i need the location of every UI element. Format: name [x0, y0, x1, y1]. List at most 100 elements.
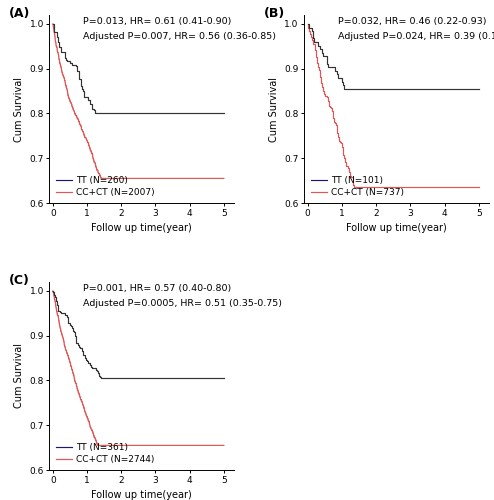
CC+CT (N=2744) — [50, 288, 56, 294]
TT (N=101) — [332, 64, 338, 70]
TT (N=101) — [341, 86, 347, 92]
CC+CT (N=2744) — [70, 370, 76, 376]
CC+CT (N=2007) — [58, 65, 64, 71]
TT (N=101) — [334, 68, 340, 74]
TT (N=101) — [309, 28, 315, 34]
CC+CT (N=737) — [476, 184, 482, 190]
Legend: TT (N=361), CC+CT (N=2744): TT (N=361), CC+CT (N=2744) — [54, 442, 157, 466]
TT (N=101) — [311, 36, 317, 42]
TT (N=101) — [334, 75, 340, 81]
TT (N=260) — [92, 110, 98, 116]
TT (N=361) — [77, 346, 82, 352]
TT (N=101) — [306, 24, 312, 30]
TT (N=101) — [332, 68, 338, 74]
CC+CT (N=737) — [335, 132, 341, 138]
CC+CT (N=737) — [340, 153, 346, 159]
TT (N=260) — [79, 86, 84, 92]
TT (N=101) — [306, 21, 312, 27]
CC+CT (N=2744) — [95, 442, 101, 448]
Line: CC+CT (N=2007): CC+CT (N=2007) — [53, 24, 224, 178]
CC+CT (N=2007) — [221, 176, 227, 182]
TT (N=361) — [93, 366, 99, 372]
TT (N=101) — [325, 60, 330, 66]
TT (N=101) — [317, 42, 323, 48]
TT (N=101) — [305, 21, 311, 27]
TT (N=260) — [221, 110, 227, 116]
TT (N=101) — [339, 78, 345, 84]
CC+CT (N=2007) — [98, 176, 104, 182]
TT (N=101) — [320, 54, 326, 60]
CC+CT (N=2007) — [54, 45, 60, 51]
TT (N=101) — [476, 86, 482, 92]
Line: TT (N=101): TT (N=101) — [308, 24, 479, 89]
Text: (B): (B) — [264, 8, 285, 20]
TT (N=361) — [50, 288, 56, 294]
CC+CT (N=2007) — [64, 86, 70, 92]
Line: TT (N=361): TT (N=361) — [53, 291, 224, 378]
Line: CC+CT (N=2744): CC+CT (N=2744) — [53, 291, 224, 446]
TT (N=101) — [310, 36, 316, 42]
CC+CT (N=737) — [336, 138, 342, 144]
TT (N=361) — [72, 330, 78, 336]
Text: (A): (A) — [9, 8, 30, 20]
TT (N=101) — [326, 64, 331, 70]
TT (N=101) — [319, 50, 325, 56]
X-axis label: Follow up time(year): Follow up time(year) — [346, 223, 447, 233]
TT (N=101) — [340, 82, 346, 88]
TT (N=361) — [73, 334, 79, 340]
TT (N=361) — [77, 343, 82, 349]
TT (N=101) — [341, 82, 347, 88]
TT (N=101) — [317, 46, 323, 52]
TT (N=260) — [92, 107, 98, 113]
CC+CT (N=2007) — [50, 21, 56, 27]
Text: Adjusted P=0.024, HR= 0.39 (0.17-0.88): Adjusted P=0.024, HR= 0.39 (0.17-0.88) — [337, 32, 494, 41]
TT (N=101) — [326, 60, 331, 66]
Legend: TT (N=260), CC+CT (N=2007): TT (N=260), CC+CT (N=2007) — [54, 174, 157, 199]
TT (N=101) — [310, 28, 316, 34]
TT (N=361) — [98, 375, 104, 381]
Y-axis label: Cum Survival: Cum Survival — [14, 344, 24, 408]
CC+CT (N=737) — [351, 184, 357, 190]
TT (N=101) — [334, 72, 340, 78]
TT (N=260) — [78, 81, 84, 87]
Line: TT (N=260): TT (N=260) — [53, 24, 224, 114]
TT (N=260) — [76, 72, 82, 78]
CC+CT (N=2007) — [63, 82, 69, 88]
TT (N=101) — [309, 24, 315, 30]
X-axis label: Follow up time(year): Follow up time(year) — [91, 490, 192, 500]
Y-axis label: Cum Survival: Cum Survival — [14, 76, 24, 142]
Text: Adjusted P=0.0005, HR= 0.51 (0.35-0.75): Adjusted P=0.0005, HR= 0.51 (0.35-0.75) — [82, 299, 282, 308]
CC+CT (N=737) — [334, 128, 340, 134]
Text: (C): (C) — [9, 274, 30, 287]
TT (N=101) — [319, 46, 325, 52]
CC+CT (N=2744) — [66, 354, 72, 360]
TT (N=361) — [221, 375, 227, 381]
Legend: TT (N=101), CC+CT (N=737): TT (N=101), CC+CT (N=737) — [309, 174, 406, 199]
CC+CT (N=2007) — [51, 28, 57, 34]
TT (N=101) — [324, 57, 330, 63]
Text: P=0.013, HR= 0.61 (0.41-0.90): P=0.013, HR= 0.61 (0.41-0.90) — [82, 17, 231, 26]
CC+CT (N=2744) — [57, 323, 63, 329]
TT (N=101) — [340, 78, 346, 84]
CC+CT (N=737) — [347, 172, 353, 178]
Line: CC+CT (N=737): CC+CT (N=737) — [308, 24, 479, 188]
TT (N=101) — [310, 32, 316, 38]
CC+CT (N=737) — [305, 21, 311, 27]
TT (N=101) — [325, 57, 330, 63]
CC+CT (N=2744) — [54, 311, 60, 317]
CC+CT (N=2744) — [90, 430, 96, 436]
TT (N=260) — [81, 91, 87, 97]
CC+CT (N=2744) — [74, 382, 80, 388]
TT (N=101) — [320, 50, 326, 56]
TT (N=101) — [315, 42, 321, 48]
TT (N=101) — [310, 32, 316, 38]
TT (N=101) — [334, 72, 340, 78]
CC+CT (N=2007) — [55, 52, 61, 58]
Y-axis label: Cum Survival: Cum Survival — [269, 76, 279, 142]
TT (N=260) — [50, 21, 56, 27]
Text: P=0.001, HR= 0.57 (0.40-0.80): P=0.001, HR= 0.57 (0.40-0.80) — [82, 284, 231, 293]
TT (N=260) — [63, 52, 69, 58]
CC+CT (N=737) — [334, 122, 340, 128]
Text: P=0.032, HR= 0.46 (0.22-0.93): P=0.032, HR= 0.46 (0.22-0.93) — [337, 17, 486, 26]
TT (N=101) — [311, 39, 317, 45]
